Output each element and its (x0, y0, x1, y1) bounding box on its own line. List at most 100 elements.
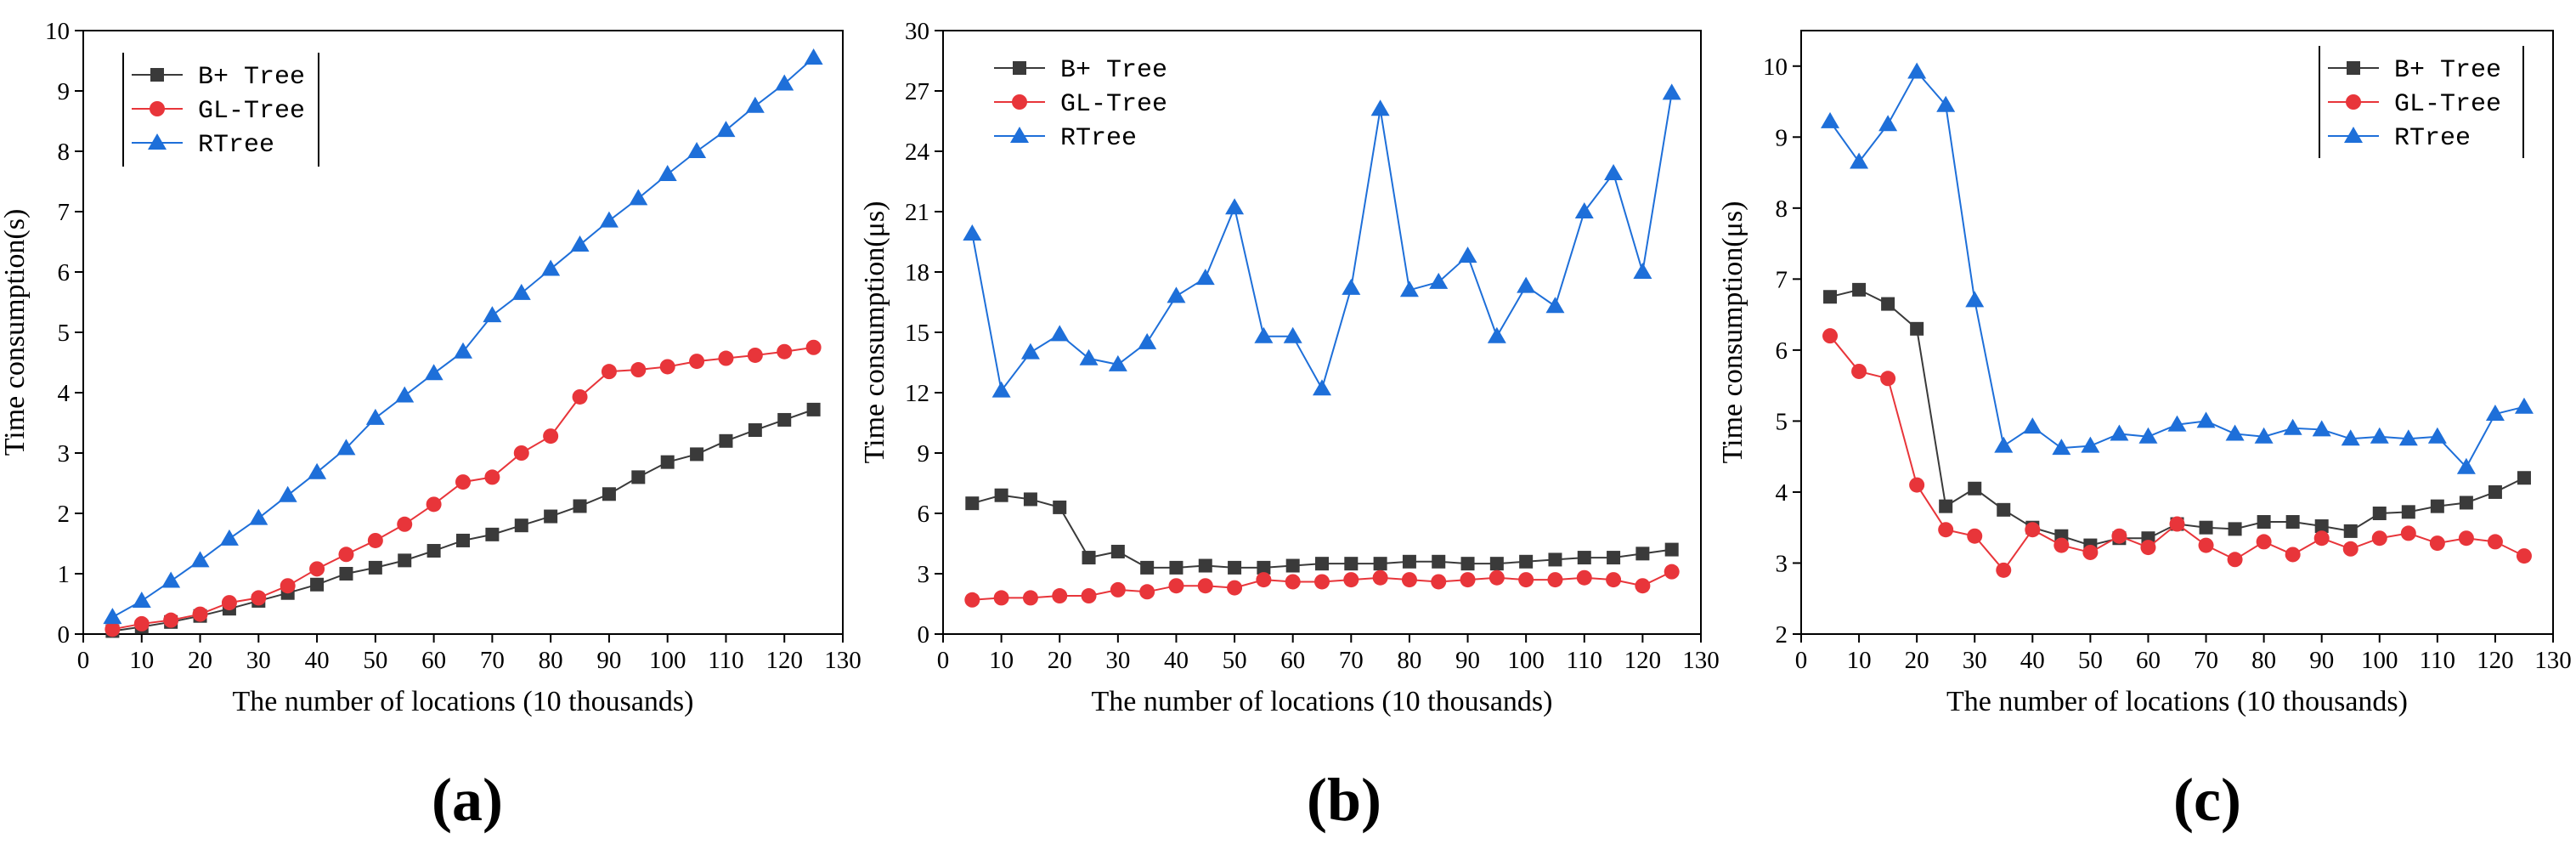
panel-b-legend-label: GL-Tree (1060, 90, 1167, 119)
panel-b-data-point (1285, 558, 1300, 573)
panel-c-series-rtree (1821, 62, 2534, 474)
panel-c-y-axis-title: Time consumption(μs) (1717, 201, 1748, 464)
panel-c-data-point (1880, 371, 1896, 387)
panel-b-data-point (1373, 557, 1387, 571)
panel-a-data-point (718, 350, 734, 366)
panel-b-data-point (1517, 276, 1536, 293)
panel-b-data-point (1254, 326, 1274, 343)
panel-b-data-point (1314, 574, 1330, 590)
panel-a-data-point (513, 445, 529, 461)
panel-b-data-point (1285, 574, 1301, 590)
panel-a-data-point (745, 96, 765, 113)
panel-b-data-point (1547, 572, 1563, 588)
panel-c-x-tick-label: 10 (1847, 647, 1872, 674)
panel-a-legend-swatch-marker (148, 133, 167, 150)
panel-b-data-point (1313, 379, 1331, 396)
panel-b-data-point (1545, 297, 1565, 314)
panel-b-data-point (1635, 578, 1651, 594)
panel-a-data-point (804, 48, 823, 65)
panel-a-x-axis-title: The number of locations (10 thousands) (233, 686, 694, 717)
panel-a-data-point (747, 347, 763, 363)
panel-c-data-point (2228, 522, 2242, 536)
panel-c-data-point (2254, 427, 2274, 444)
panel-c-data-point (2196, 411, 2216, 428)
panel-a-legend: B+ Tree GL-Tree RTree (122, 53, 319, 167)
panel-c-data-point (2169, 516, 2185, 532)
panel-a-data-point (601, 364, 617, 380)
panel-c-data-point (1968, 481, 1982, 496)
panel-c-data-point (2285, 515, 2300, 530)
panel-b-data-point (1372, 569, 1388, 586)
panel-a-data-point (658, 164, 677, 181)
panel-a-x-tick-label: 90 (596, 647, 621, 674)
panel-c-x-tick-label: 70 (2194, 647, 2218, 674)
panel-c-data-point (1938, 522, 1954, 538)
panel-b-data-point (1401, 572, 1417, 588)
panel-b-y-tick-label: 21 (905, 199, 929, 226)
panel-b-data-point (1577, 551, 1591, 565)
panel-c-chart: 0 10 20 30 40 50 60 70 80 90 100 110 120 130 2 3 4 5 6 7 8 9 1… (1717, 30, 2572, 834)
panel-a-y-tick-label: 10 (45, 18, 70, 45)
panel-b-data-point (1079, 348, 1099, 365)
panel-a-data-point (511, 283, 531, 300)
panel-b-data-point (1458, 246, 1477, 263)
panel-a-x-tick-label: 0 (77, 647, 90, 674)
panel-a-data-point (630, 362, 647, 378)
panel-a-data-point (806, 402, 821, 416)
panel-b-data-point (1052, 588, 1068, 604)
panel-c-x-axis-title: The number of locations (10 thousands) (1946, 686, 2408, 717)
panel-a-y-tick-label: 8 (58, 139, 71, 166)
panel-a-data-point (629, 189, 648, 206)
panel-b-data-point (1343, 572, 1359, 588)
panel-c-data-point (2341, 429, 2360, 446)
panel-b-data-point (1574, 202, 1594, 218)
panel-a-data-point (105, 621, 121, 637)
panel-c-y-tick-label: 4 (1776, 479, 1788, 507)
panel-a-legend-label: B+ Tree (198, 63, 305, 92)
panel-a-data-point (308, 462, 327, 479)
panel-b-data-point (1604, 164, 1624, 181)
panel-a-data-point (485, 527, 500, 541)
panel-c-plot-frame (1800, 30, 2554, 635)
panel-a-data-point (133, 615, 150, 632)
panel-a-data-point (365, 408, 385, 425)
panel-a-data-point (659, 359, 675, 375)
panel-b-series-b-tree (965, 488, 1679, 575)
panel-c-data-point (2225, 424, 2245, 441)
panel-c-x-tick-label: 0 (1795, 647, 1808, 674)
panel-c-data-point (2401, 505, 2415, 519)
panel-b-data-point (1633, 263, 1652, 279)
panel-b-data-point (1020, 343, 1040, 360)
panel-a-data-point (514, 518, 528, 533)
panel-a-chart: 0 10 20 30 40 50 60 70 80 90 100 110 120 130 0 1 2 3 4 5 6 7 8… (0, 18, 861, 834)
panel-b-x-tick-label: 100 (1507, 647, 1545, 674)
panel-c-data-point (1997, 502, 2011, 517)
panel-c-data-point (2199, 520, 2213, 535)
panel-c-legend-swatch-marker (2347, 61, 2360, 75)
panel-b-data-point (1460, 557, 1475, 571)
panel-a-x-tick-label: 20 (188, 647, 212, 674)
panel-a-data-point (775, 74, 794, 91)
panel-b-x-tick-label: 120 (1624, 647, 1662, 674)
panel-a-data-point (689, 354, 705, 370)
panel-c-data-point (1996, 562, 2012, 578)
panel-b-data-point (1664, 564, 1680, 580)
panel-c-data-point (2081, 436, 2100, 453)
panel-b-data-point (1576, 569, 1592, 586)
panel-b-data-point (1225, 198, 1245, 215)
panel-c-data-point (2427, 427, 2447, 444)
panel-c-data-point (2257, 515, 2271, 530)
panel-b-y-tick-label: 9 (918, 440, 930, 467)
panel-b-data-point (1548, 552, 1562, 567)
panel-a-legend-label: RTree (198, 131, 274, 160)
panel-c-data-point (2517, 471, 2531, 485)
panel-b-data-point (1053, 500, 1067, 514)
panel-a-data-point (456, 533, 470, 547)
panel-b-legend-swatch-marker (1012, 94, 1027, 110)
panel-a-data-point (777, 412, 792, 427)
panel-a-data-point (483, 306, 502, 323)
panel-a-data-point (660, 455, 675, 469)
panel-b-data-point (963, 224, 982, 241)
panel-b-data-point (993, 590, 1009, 606)
panel-c-legend-label: GL-Tree (2394, 90, 2501, 119)
